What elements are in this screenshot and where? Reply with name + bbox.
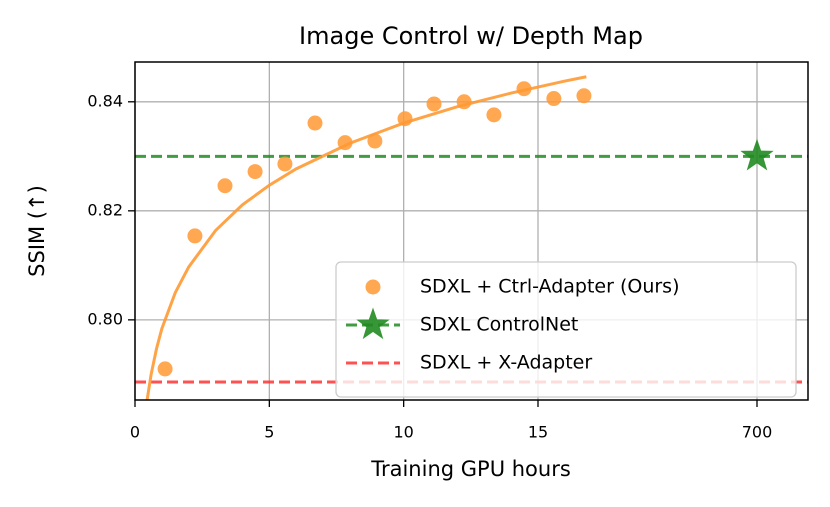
- data-point: [367, 133, 383, 149]
- y-tick-label: 0.82: [87, 200, 123, 219]
- legend-label: SDXL ControlNet: [420, 314, 578, 336]
- y-tick-label: 0.84: [87, 91, 123, 110]
- legend-marker: [365, 279, 381, 295]
- data-point: [426, 96, 442, 112]
- star-point: [740, 138, 774, 171]
- data-point: [456, 94, 472, 110]
- legend-label: SDXL + X-Adapter: [420, 352, 592, 374]
- data-point: [576, 88, 592, 104]
- data-point: [187, 228, 203, 244]
- y-tick-label: 0.80: [87, 309, 123, 328]
- data-point: [486, 107, 502, 123]
- y-axis-label: SSIM (↑): [25, 185, 49, 277]
- x-tick-label: 0: [130, 423, 140, 442]
- legend-box: [335, 261, 797, 398]
- x-tick-label: 5: [264, 423, 274, 442]
- x-tick-label: 15: [528, 423, 548, 442]
- data-point: [546, 91, 562, 107]
- data-point: [217, 178, 233, 194]
- data-point: [307, 115, 323, 131]
- data-point: [516, 81, 532, 97]
- data-point: [397, 111, 413, 127]
- data-point: [157, 361, 173, 377]
- fit-curve: [145, 75, 587, 400]
- axes-frame: [134, 61, 809, 401]
- data-point: [337, 135, 353, 151]
- x-tick-label: 10: [393, 423, 413, 442]
- chart-title: Image Control w/ Depth Map: [299, 22, 643, 50]
- x-axis-label: Training GPU hours: [370, 457, 571, 481]
- data-point: [277, 156, 293, 172]
- legend-label: SDXL + Ctrl-Adapter (Ours): [420, 276, 680, 298]
- x-tick-label: 700: [742, 423, 773, 442]
- data-point: [247, 164, 263, 180]
- legend-marker: [356, 307, 390, 340]
